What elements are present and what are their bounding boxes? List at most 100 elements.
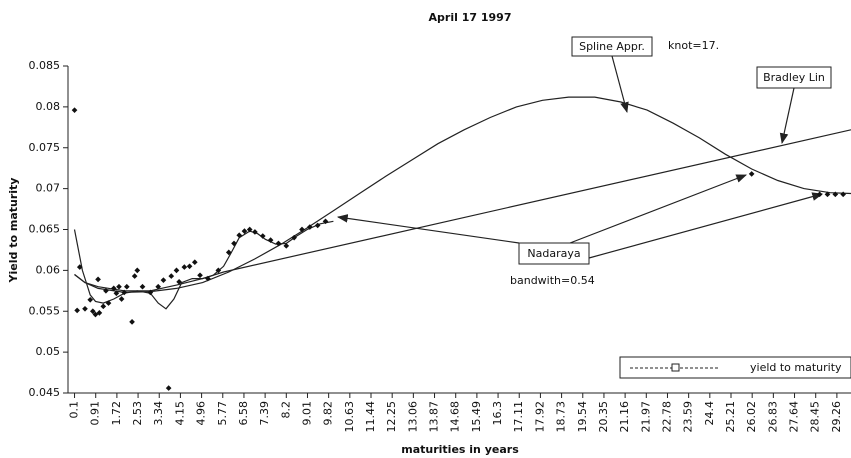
x-tick-label: 13.87 xyxy=(428,401,441,433)
data-point xyxy=(291,234,297,241)
data-point xyxy=(134,267,141,274)
x-tick-label: 20.35 xyxy=(597,401,610,433)
data-point xyxy=(186,263,193,270)
x-tick-label: 10.63 xyxy=(343,401,356,433)
data-point xyxy=(215,267,222,274)
x-tick-label: 0.1 xyxy=(68,401,81,419)
data-point xyxy=(87,296,94,303)
y-tick-label: 0.08 xyxy=(36,100,61,113)
data-point xyxy=(95,276,101,283)
data-point xyxy=(96,310,103,316)
data-point xyxy=(299,226,305,233)
data-point xyxy=(231,240,237,247)
data-point xyxy=(252,229,258,235)
legend-marker xyxy=(671,363,680,372)
x-tick-label: 4.15 xyxy=(173,401,186,426)
data-point xyxy=(191,259,198,266)
annotation-box xyxy=(518,242,590,265)
data-point xyxy=(241,228,248,234)
x-tick-label: 6.58 xyxy=(237,401,250,426)
x-tick-label: 9.82 xyxy=(322,401,335,426)
data-point xyxy=(176,278,182,285)
x-tick-label: 29.26 xyxy=(830,401,843,433)
data-point xyxy=(123,283,130,290)
annotation: bandwith=0.54 xyxy=(510,274,595,287)
y-axis-label: Yield to maturity xyxy=(7,178,20,284)
data-point xyxy=(267,237,274,243)
data-point xyxy=(322,218,329,225)
data-point xyxy=(275,240,282,247)
arrow xyxy=(569,174,748,244)
data-point xyxy=(76,264,83,270)
data-point xyxy=(121,289,128,296)
x-tick-label: 14.68 xyxy=(449,401,462,433)
x-tick-label: 4.96 xyxy=(195,401,208,426)
curve xyxy=(73,220,334,310)
x-tick-label: 2.53 xyxy=(131,401,144,426)
x-tick-label: 19.54 xyxy=(576,401,589,433)
arrow xyxy=(779,87,795,145)
data-point xyxy=(816,191,823,198)
data-point xyxy=(139,283,146,290)
x-tick-label: 11.44 xyxy=(364,401,377,433)
x-tick-label: 12.25 xyxy=(385,401,398,433)
x-tick-label: 22.78 xyxy=(660,401,673,433)
data-point xyxy=(283,243,290,249)
x-tick-label: 21.97 xyxy=(639,401,652,433)
x-tick-label: 21.16 xyxy=(618,401,631,433)
annotation: Spline Appr. xyxy=(579,40,645,53)
y-tick-label: 0.065 xyxy=(29,223,61,236)
x-tick-label: 5.77 xyxy=(216,401,229,426)
x-tick-label: 25.21 xyxy=(724,401,737,433)
data-point xyxy=(181,264,188,270)
x-tick-label: 3.34 xyxy=(152,401,165,426)
x-tick-label: 27.64 xyxy=(788,401,801,433)
x-tick-label: 28.45 xyxy=(809,401,822,433)
x-tick-label: 17.11 xyxy=(512,401,525,433)
data-point xyxy=(168,273,175,279)
y-tick-label: 0.085 xyxy=(29,59,61,72)
data-point xyxy=(173,267,180,274)
data-point xyxy=(105,300,112,306)
chart-title: April 17 1997 xyxy=(429,11,512,24)
data-point xyxy=(259,233,266,239)
x-tick-label: 15.49 xyxy=(470,401,483,433)
x-tick-label: 26.83 xyxy=(766,401,779,433)
x-tick-label: 16.3 xyxy=(491,401,504,426)
x-tick-label: 24.4 xyxy=(703,401,716,426)
data-point xyxy=(197,272,203,279)
x-axis-label: maturities in years xyxy=(401,443,519,456)
data-point xyxy=(832,191,839,198)
data-point xyxy=(306,224,313,230)
annotation: Bradley Lin xyxy=(763,71,825,84)
data-point xyxy=(225,249,232,256)
data-point xyxy=(118,296,125,302)
x-tick-label: 23.59 xyxy=(682,401,695,433)
legend-box xyxy=(619,356,851,379)
data-point xyxy=(129,319,135,325)
legend-label: yield to maturity xyxy=(750,361,842,374)
x-tick-label: 8.2 xyxy=(279,401,292,419)
data-point xyxy=(824,191,831,198)
data-point xyxy=(131,273,138,279)
x-tick-label: 1.72 xyxy=(110,401,123,426)
annotation: knot=17. xyxy=(668,39,719,52)
data-point xyxy=(90,308,96,315)
data-point xyxy=(246,226,253,233)
y-tick-label: 0.055 xyxy=(29,304,61,317)
data-point xyxy=(113,290,120,297)
y-tick-label: 0.06 xyxy=(36,263,61,276)
data-point xyxy=(840,191,846,198)
x-tick-label: 18.73 xyxy=(555,401,568,433)
data-point xyxy=(74,307,80,314)
x-tick-label: 13.06 xyxy=(406,401,419,433)
annotation: Nadaraya xyxy=(527,247,580,260)
data-point xyxy=(110,285,117,292)
x-tick-label: 0.91 xyxy=(89,401,102,426)
data-point xyxy=(116,283,122,290)
data-point xyxy=(314,222,321,229)
data-point xyxy=(103,287,109,294)
data-point xyxy=(160,277,167,284)
x-tick-label: 9.01 xyxy=(300,401,313,426)
